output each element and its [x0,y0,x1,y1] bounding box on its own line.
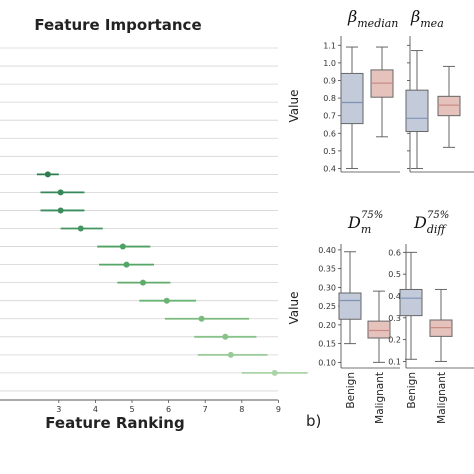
y-tick-label: 0.3 [388,314,401,323]
title-base: D [413,213,427,232]
rank-point [77,225,84,232]
category-label: Malignant [436,372,448,424]
x-tick-label: 7 [203,405,208,414]
y-tick-label: 0.2 [388,336,401,345]
category-label: Benign [406,372,418,409]
y-tick-label: 0.4 [388,292,401,301]
rank-point [44,171,51,178]
y-tick-label: 0.40 [318,246,336,255]
y-tick-label: 0.1 [388,357,401,366]
x-tick-label: 4 [93,405,98,414]
title-subscript: mea [420,17,444,30]
panel-title: βmedian [347,7,398,30]
boxplot-panel: Dm75%0.100.150.200.250.300.350.40ValueBe… [287,210,400,424]
boxplot-panel: βmea [405,7,474,173]
title-subscript: diff [427,223,448,236]
y-tick-label: 1.0 [323,59,336,68]
y-axis-label: Value [287,90,301,123]
y-tick-label: 0.4 [323,164,336,173]
box-benign [399,288,423,317]
y-tick-label: 0.35 [318,265,336,274]
y-tick-label: 0.8 [323,94,336,103]
y-tick-label: 0.25 [318,302,336,311]
chart-title: Feature Importance [34,16,201,34]
y-tick-label: 0.10 [318,358,336,367]
y-tick-label: 0.9 [323,76,336,85]
y-tick-label: 0.30 [318,283,336,292]
title-subscript: median [357,17,398,30]
x-tick-label: 8 [239,405,244,414]
rank-point [57,189,64,196]
title-subscript: m [361,223,371,236]
category-label: Malignant [374,372,386,424]
x-tick-label: 5 [129,405,134,414]
rank-point [123,261,130,268]
rank-point [119,243,126,250]
panel-title: Dm [347,213,371,236]
rank-point [163,297,170,304]
box-malignant [367,320,391,339]
rank-point [227,351,234,358]
feature-importance-chart: Feature Importance 3 4 5 6 7 8 9 Feature Ranki… [0,16,308,432]
rank-point [198,315,205,322]
rank-point [222,333,229,340]
boxplot-panel: βmedian 0.4 0.5 0.6 0.7 0.8 0.9 1.0 1.1 Value [287,7,400,173]
rank-point [271,369,278,376]
x-tick-label: 6 [166,405,171,414]
box-malignant [437,95,461,117]
y-axis-label: Value [287,292,301,325]
title-base: D [347,213,361,232]
panel-title: βmea [410,7,444,30]
title-superscript: 75% [427,210,449,221]
y-tick-label: 0.7 [323,112,336,121]
panel-title: Ddiff [413,213,447,236]
y-tick-label: 0.5 [388,270,401,279]
x-tick-label: 9 [276,405,281,414]
box-benign [340,72,364,125]
x-tick-label: 3 [56,405,61,414]
box-benign [405,89,429,133]
box-benign [338,292,362,320]
title-superscript: 75% [361,210,383,221]
y-tick-label: 1.1 [323,41,336,50]
rank-point [139,279,146,286]
y-tick-label: 0.6 [323,129,336,138]
rank-point [57,207,64,214]
y-tick-label: 0.20 [318,321,336,330]
y-tick-label: 0.15 [318,340,336,349]
boxplot-panels: βmedian0.40.50.60.70.80.91.01.1Valueβmea… [287,7,474,424]
title-base: β [410,7,420,26]
panel-label: b) [306,412,321,430]
y-tick-label: 0.6 [388,248,401,257]
y-tick-label: 0.5 [323,147,336,156]
title-base: β [347,7,357,26]
x-axis-label: Feature Ranking [45,414,184,432]
category-label: Benign [345,372,357,409]
